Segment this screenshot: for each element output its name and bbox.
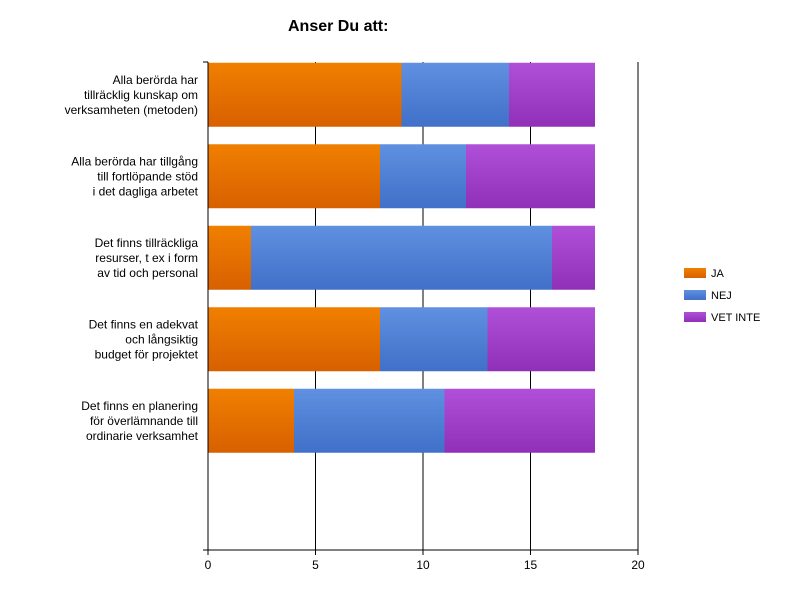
- category-label: Det finns en adekvat och långsiktig budget…: [89, 317, 199, 361]
- bar-vet-inte: [509, 62, 595, 127]
- category-label-line: Alla berörda har tillgång: [71, 154, 198, 168]
- chart-title: Anser Du att:: [288, 18, 389, 35]
- category-label-line: av tid och personal: [97, 266, 198, 280]
- gridlines: [207, 62, 639, 555]
- x-tick-label: 20: [631, 558, 645, 572]
- x-tick-label: 0: [205, 558, 212, 572]
- bar-nej: [401, 62, 509, 127]
- bar-ja: [208, 225, 251, 290]
- x-tick-label: 15: [524, 558, 538, 572]
- category-label-line: i det dagliga arbetet: [93, 184, 199, 198]
- bar-nej: [380, 144, 466, 209]
- x-tick-labels: 0 5 10 15 20: [205, 558, 645, 572]
- legend-swatch: [684, 268, 706, 278]
- bar-nej: [251, 225, 552, 290]
- bar-nej: [294, 388, 445, 453]
- x-tick-label: 10: [416, 558, 430, 572]
- legend-label: VET INTE: [711, 312, 760, 324]
- x-tick-label: 5: [312, 558, 319, 572]
- axes: [203, 61, 638, 551]
- bar-ja: [208, 388, 294, 453]
- category-label: Alla berörda har tillräcklig kunskap om ve…: [65, 73, 198, 117]
- legend-label: JA: [711, 268, 725, 280]
- legend-swatch: [684, 312, 706, 322]
- category-label: Det finns en planering för överlämnande t…: [81, 399, 198, 443]
- category-label-line: ordinarie verksamhet: [86, 429, 199, 443]
- bar-vet-inte: [466, 144, 595, 209]
- category-label-line: Det finns en planering: [81, 399, 198, 413]
- category-label-line: verksamheten (metoden): [65, 103, 198, 117]
- category-label-line: och långsiktig: [125, 332, 198, 346]
- bar-ja: [208, 144, 380, 209]
- bar-ja: [208, 307, 380, 372]
- legend: JA NEJ VET INTE: [684, 268, 760, 324]
- bar-vet-inte: [487, 307, 595, 372]
- bar-nej: [380, 307, 488, 372]
- category-label-line: Det finns tillräckliga: [95, 236, 199, 250]
- category-labels: Alla berörda har tillräcklig kunskap om ve…: [65, 73, 199, 443]
- bar-ja: [208, 62, 402, 127]
- category-label-line: Det finns en adekvat: [89, 317, 199, 331]
- category-label-line: till fortlöpande stöd: [97, 169, 198, 183]
- legend-swatch: [684, 290, 706, 300]
- category-label-line: tillräcklig kunskap om: [84, 88, 198, 102]
- category-label-line: budget för projektet: [95, 347, 199, 361]
- category-label: Det finns tillräckliga resurser, t ex i f…: [95, 236, 199, 280]
- category-label-line: Alla berörda har: [113, 73, 198, 87]
- category-label-line: resurser, t ex i form: [95, 251, 198, 265]
- bar-vet-inte: [444, 388, 595, 453]
- category-label: Alla berörda har tillgång till fortlöpand…: [71, 154, 198, 198]
- legend-label: NEJ: [711, 290, 732, 302]
- bar-vet-inte: [552, 225, 595, 290]
- category-label-line: för överlämnande till: [90, 414, 198, 428]
- bars: [208, 62, 595, 453]
